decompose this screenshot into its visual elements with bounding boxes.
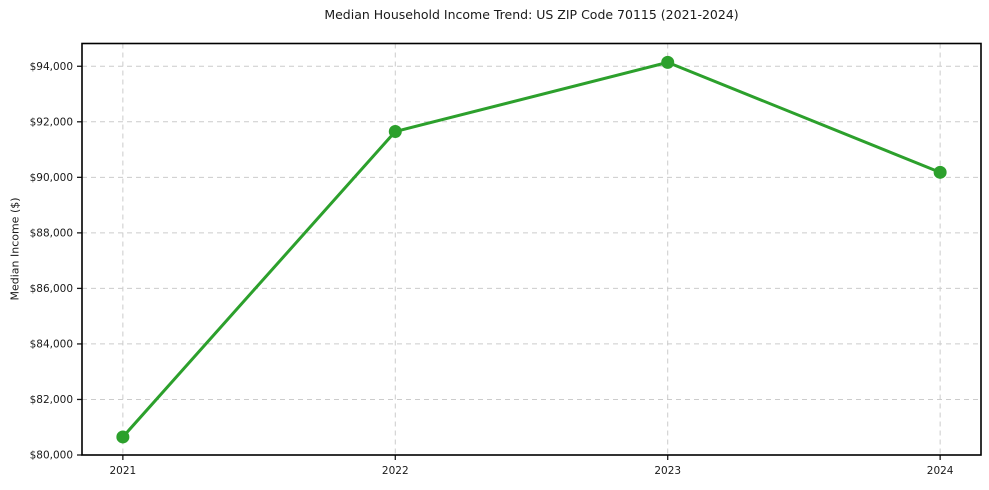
y-tick-label: $86,000 xyxy=(30,283,73,295)
data-point xyxy=(661,55,675,69)
y-tick-label: $82,000 xyxy=(30,394,73,406)
y-tick-label: $84,000 xyxy=(30,339,73,351)
data-point xyxy=(388,125,402,139)
y-tick-label: $92,000 xyxy=(30,117,73,129)
data-point xyxy=(116,430,130,444)
plot-border xyxy=(81,42,982,456)
x-tick-label: 2024 xyxy=(927,465,954,477)
y-tick-label: $90,000 xyxy=(30,172,73,184)
x-tick-label: 2023 xyxy=(654,465,681,477)
y-tick-label: $80,000 xyxy=(30,450,73,462)
y-tick-label: $88,000 xyxy=(30,228,73,240)
x-tick-label: 2021 xyxy=(109,465,136,477)
trend-line xyxy=(121,60,942,439)
chart-title: Median Household Income Trend: US ZIP Co… xyxy=(324,7,739,22)
x-tick-label: 2022 xyxy=(382,465,409,477)
y-tick-label: $94,000 xyxy=(30,61,73,73)
data-point xyxy=(933,165,947,179)
